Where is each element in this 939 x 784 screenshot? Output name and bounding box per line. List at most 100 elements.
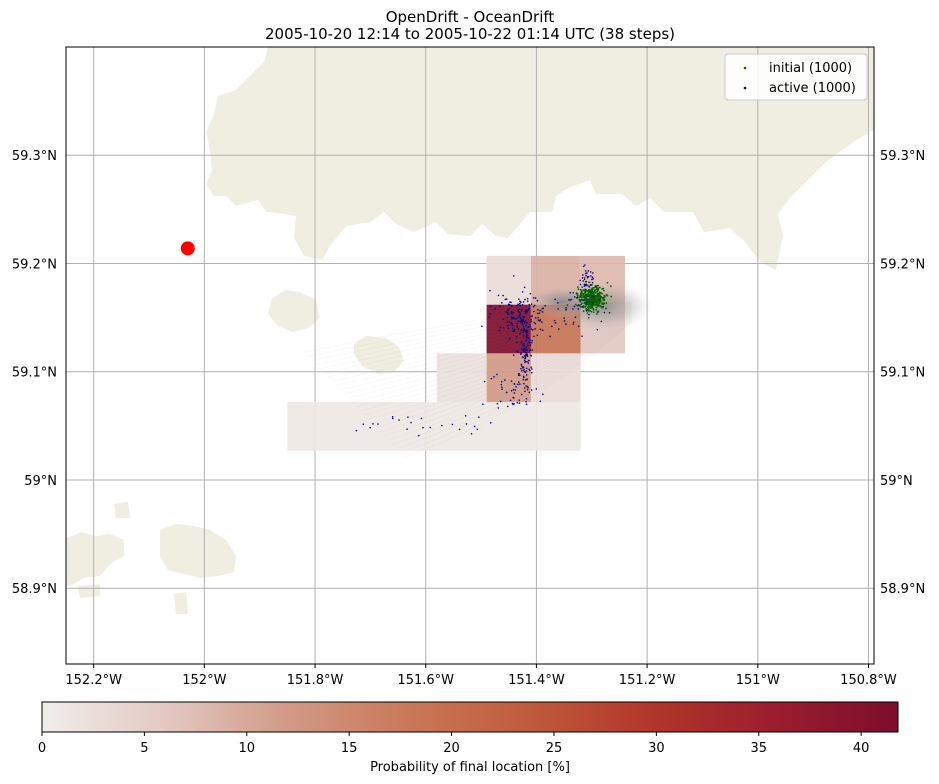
active-particle	[523, 359, 526, 362]
initial-particle	[610, 295, 613, 298]
colorbar: 0 5 10 15 20 25 30 35 40 Probability of final lo…	[38, 701, 899, 775]
active-particle	[539, 400, 542, 403]
active-particle	[569, 299, 572, 301]
active-particle	[522, 382, 525, 385]
active-particle	[576, 297, 578, 299]
initial-particle	[586, 312, 589, 315]
active-particle	[517, 373, 520, 375]
initial-particle	[591, 295, 593, 298]
trajectory-line-9	[339, 308, 632, 391]
active-particle	[523, 316, 526, 319]
active-particle	[524, 390, 526, 393]
initial-particle	[587, 316, 590, 319]
chart-subtitle: 2005-10-20 12:14 to 2005-10-22 01:14 UTC…	[265, 25, 675, 43]
active-particle	[518, 302, 521, 305]
legend-label-initial: initial (1000)	[769, 61, 852, 76]
colorbar-label: Probability of final location [%]	[370, 760, 570, 775]
active-particle	[517, 328, 520, 330]
active-particle	[505, 391, 508, 394]
initial-particle	[593, 286, 595, 289]
active-particle	[525, 351, 527, 354]
active-particle	[506, 316, 508, 319]
active-particle	[581, 305, 584, 308]
active-particle	[514, 389, 517, 391]
land-polygon-4	[160, 524, 236, 578]
active-particle	[518, 298, 520, 300]
active-particle	[514, 317, 516, 320]
initial-particle	[602, 289, 605, 292]
land-layer	[66, 47, 874, 614]
initial-particle	[584, 306, 586, 308]
active-particle	[512, 316, 514, 319]
initial-particle	[579, 293, 582, 296]
active-particle	[477, 416, 480, 419]
active-particle	[524, 357, 527, 359]
active-particle	[527, 386, 529, 389]
initial-particle	[597, 297, 600, 299]
active-particle	[596, 313, 598, 315]
active-particle	[588, 285, 590, 288]
active-particle	[516, 350, 518, 352]
initial-particle	[605, 302, 608, 304]
probability-cell-10	[486, 255, 531, 305]
trajectory-line-4	[319, 304, 632, 370]
active-particle	[527, 309, 529, 312]
active-particle	[586, 272, 588, 274]
initial-particle	[582, 294, 585, 296]
land-polygon-2	[354, 336, 404, 374]
active-particle	[516, 325, 519, 327]
initial-particle	[598, 302, 600, 304]
active-particle	[565, 323, 567, 325]
active-particle	[534, 328, 536, 330]
initial-particle	[583, 302, 586, 304]
initial-particle	[576, 292, 579, 295]
active-particle	[520, 370, 523, 372]
colorbar-ticks: 0 5 10 15 20 25 30 35 40	[38, 732, 869, 756]
active-particle	[507, 309, 509, 312]
active-particle	[518, 381, 520, 383]
initial-particle	[588, 288, 590, 291]
active-particle	[592, 295, 595, 298]
active-particle	[497, 407, 500, 409]
active-particle	[522, 378, 525, 381]
active-particle	[417, 434, 420, 437]
colorbar-tick-label-4: 20	[443, 741, 460, 756]
y-tick-label-left-4: 59.3°N	[12, 149, 57, 164]
active-particle	[529, 354, 532, 357]
active-particle	[526, 378, 528, 380]
active-particle	[590, 284, 592, 286]
initial-particle	[595, 301, 597, 304]
initial-particle	[597, 310, 600, 313]
initial-particle	[584, 289, 587, 292]
active-particle	[587, 295, 589, 298]
active-particle	[522, 366, 525, 369]
active-particle	[523, 387, 526, 389]
active-particle	[523, 370, 526, 373]
initial-particle	[594, 300, 596, 302]
colorbar-tick-label-1: 5	[140, 741, 148, 756]
active-particle	[392, 417, 394, 420]
active-particle	[530, 366, 533, 368]
active-particle	[502, 326, 505, 329]
active-particle	[528, 368, 530, 371]
legend: initial (1000) active (1000)	[724, 53, 868, 101]
active-particle	[523, 286, 526, 289]
active-particle	[537, 309, 539, 311]
active-particle	[574, 316, 577, 319]
active-particle	[497, 294, 500, 297]
active-particle	[541, 311, 544, 313]
active-particle	[584, 264, 586, 266]
active-particle	[534, 297, 537, 299]
active-particle	[522, 320, 525, 323]
active-particle	[549, 335, 551, 338]
initial-particle	[588, 281, 590, 284]
trajectory-line-16	[367, 314, 633, 420]
active-particle	[569, 291, 572, 294]
active-particle	[518, 402, 521, 404]
active-particle	[506, 405, 509, 408]
active-particle	[494, 308, 497, 310]
active-particle	[600, 320, 603, 323]
active-particle	[522, 318, 524, 321]
active-particle	[533, 321, 536, 324]
land-polygon-3	[66, 532, 124, 586]
